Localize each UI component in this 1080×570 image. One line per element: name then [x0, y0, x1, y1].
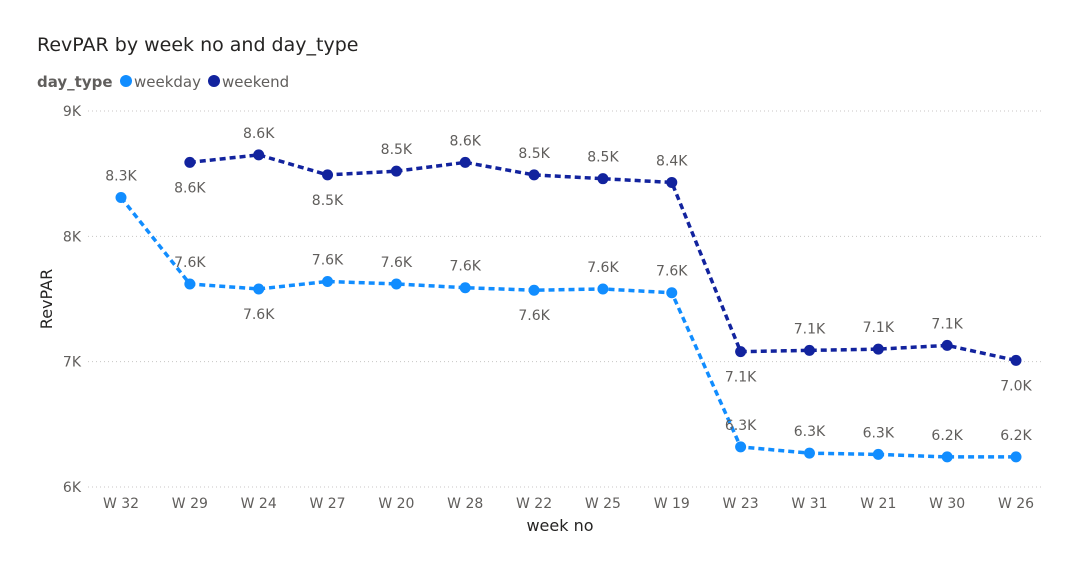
data-point-weekend[interactable]: [459, 156, 471, 168]
data-point-weekend[interactable]: [322, 169, 334, 181]
chart-title: RevPAR by week no and day_type: [37, 34, 358, 56]
data-point-weekday[interactable]: [666, 287, 678, 299]
data-label-weekend: 7.0K: [1000, 378, 1032, 394]
y-tick-label: 6K: [63, 480, 82, 496]
data-label-weekday: 7.6K: [656, 264, 688, 280]
data-label-weekend: 8.5K: [518, 146, 550, 162]
data-point-weekday[interactable]: [322, 275, 334, 287]
legend-marker-weekend: [208, 75, 220, 87]
series-line-weekday: [119, 196, 1016, 459]
data-point-weekday[interactable]: [1010, 451, 1022, 463]
data-point-weekend[interactable]: [1010, 354, 1022, 366]
data-label-weekend: 7.1K: [931, 316, 963, 332]
data-label-weekday: 6.3K: [725, 418, 757, 434]
data-label-weekend: 7.1K: [794, 321, 826, 337]
data-point-weekend[interactable]: [666, 176, 678, 188]
x-tick-label: W 19: [654, 496, 690, 512]
legend[interactable]: day_type weekday weekend: [37, 73, 289, 91]
data-label-weekday: 7.6K: [381, 255, 413, 271]
series-weekend: [184, 149, 1022, 366]
data-label-weekday: 8.3K: [105, 168, 137, 184]
data-point-weekend[interactable]: [941, 339, 953, 351]
y-axis-ticks: 9K 8K 7K 6K: [63, 104, 82, 496]
data-point-weekend[interactable]: [528, 169, 540, 181]
data-point-weekend[interactable]: [184, 156, 196, 168]
y-tick-label: 9K: [63, 104, 82, 120]
data-label-weekday: 6.2K: [931, 428, 963, 444]
data-point-weekday[interactable]: [253, 283, 265, 295]
data-labels: 8.3K 7.6K 7.6K 7.6K 7.6K 7.6K 7.6K 7.6K 7.6K 6.3K…: [105, 126, 1032, 444]
data-point-weekend[interactable]: [597, 173, 609, 185]
data-point-weekday[interactable]: [184, 278, 196, 290]
data-point-weekday[interactable]: [735, 441, 747, 453]
data-point-weekday[interactable]: [941, 451, 953, 463]
x-axis-title: week no: [526, 516, 593, 535]
x-tick-label: W 20: [378, 496, 414, 512]
y-tick-label: 8K: [63, 229, 82, 245]
data-label-weekend: 7.1K: [863, 320, 895, 336]
x-tick-label: W 31: [791, 496, 827, 512]
data-point-weekday[interactable]: [872, 448, 884, 460]
data-label-weekend: 8.6K: [174, 180, 206, 196]
x-tick-label: W 27: [309, 496, 345, 512]
data-label-weekend: 8.6K: [243, 126, 275, 142]
x-tick-label: W 28: [447, 496, 483, 512]
series-layer: [115, 149, 1022, 463]
legend-marker-weekday: [120, 75, 132, 87]
x-tick-label: W 32: [103, 496, 139, 512]
data-label-weekend: 8.4K: [656, 153, 688, 169]
x-tick-label: W 23: [723, 496, 759, 512]
data-label-weekend: 7.1K: [725, 370, 757, 386]
x-tick-label: W 25: [585, 496, 621, 512]
data-point-weekend[interactable]: [253, 149, 265, 161]
legend-title: day_type: [37, 73, 113, 91]
x-tick-label: W 24: [241, 496, 277, 512]
data-label-weekday: 7.6K: [174, 255, 206, 271]
x-axis-ticks: W 32 W 29 W 24 W 27 W 20 W 28 W 22 W 25 W 19 W 23…: [103, 496, 1034, 512]
legend-label-weekday[interactable]: weekday: [134, 73, 201, 91]
y-axis-title: RevPAR: [37, 269, 56, 329]
data-point-weekday[interactable]: [390, 278, 402, 290]
data-label-weekday: 7.6K: [312, 252, 344, 268]
data-label-weekday: 6.3K: [794, 424, 826, 440]
x-tick-label: W 30: [929, 496, 965, 512]
data-label-weekday: 7.6K: [587, 260, 619, 276]
data-label-weekday: 6.3K: [863, 425, 895, 441]
data-point-weekend[interactable]: [803, 344, 815, 356]
data-label-weekday: 7.6K: [450, 259, 482, 275]
y-tick-label: 7K: [63, 355, 82, 371]
data-point-weekend[interactable]: [872, 343, 884, 355]
x-tick-label: W 29: [172, 496, 208, 512]
legend-label-weekend[interactable]: weekend: [222, 73, 289, 91]
data-point-weekday[interactable]: [803, 447, 815, 459]
data-point-weekday[interactable]: [528, 284, 540, 296]
data-label-weekend: 8.5K: [381, 142, 413, 158]
data-point-weekend[interactable]: [390, 165, 402, 177]
data-label-weekend: 8.5K: [312, 193, 344, 209]
x-tick-label: W 22: [516, 496, 552, 512]
data-label-weekday: 7.6K: [518, 308, 550, 324]
data-point-weekday[interactable]: [459, 282, 471, 294]
data-point-weekday[interactable]: [597, 283, 609, 295]
gridlines: [88, 110, 1043, 488]
data-point-weekend[interactable]: [735, 346, 747, 358]
data-label-weekday: 6.2K: [1000, 428, 1032, 444]
data-label-weekend: 8.6K: [450, 133, 482, 149]
data-point-weekday[interactable]: [115, 191, 127, 203]
data-label-weekday: 7.6K: [243, 307, 275, 323]
data-label-weekend: 8.5K: [587, 150, 619, 166]
series-weekday: [115, 191, 1022, 463]
x-tick-label: W 21: [860, 496, 896, 512]
x-tick-label: W 26: [998, 496, 1034, 512]
